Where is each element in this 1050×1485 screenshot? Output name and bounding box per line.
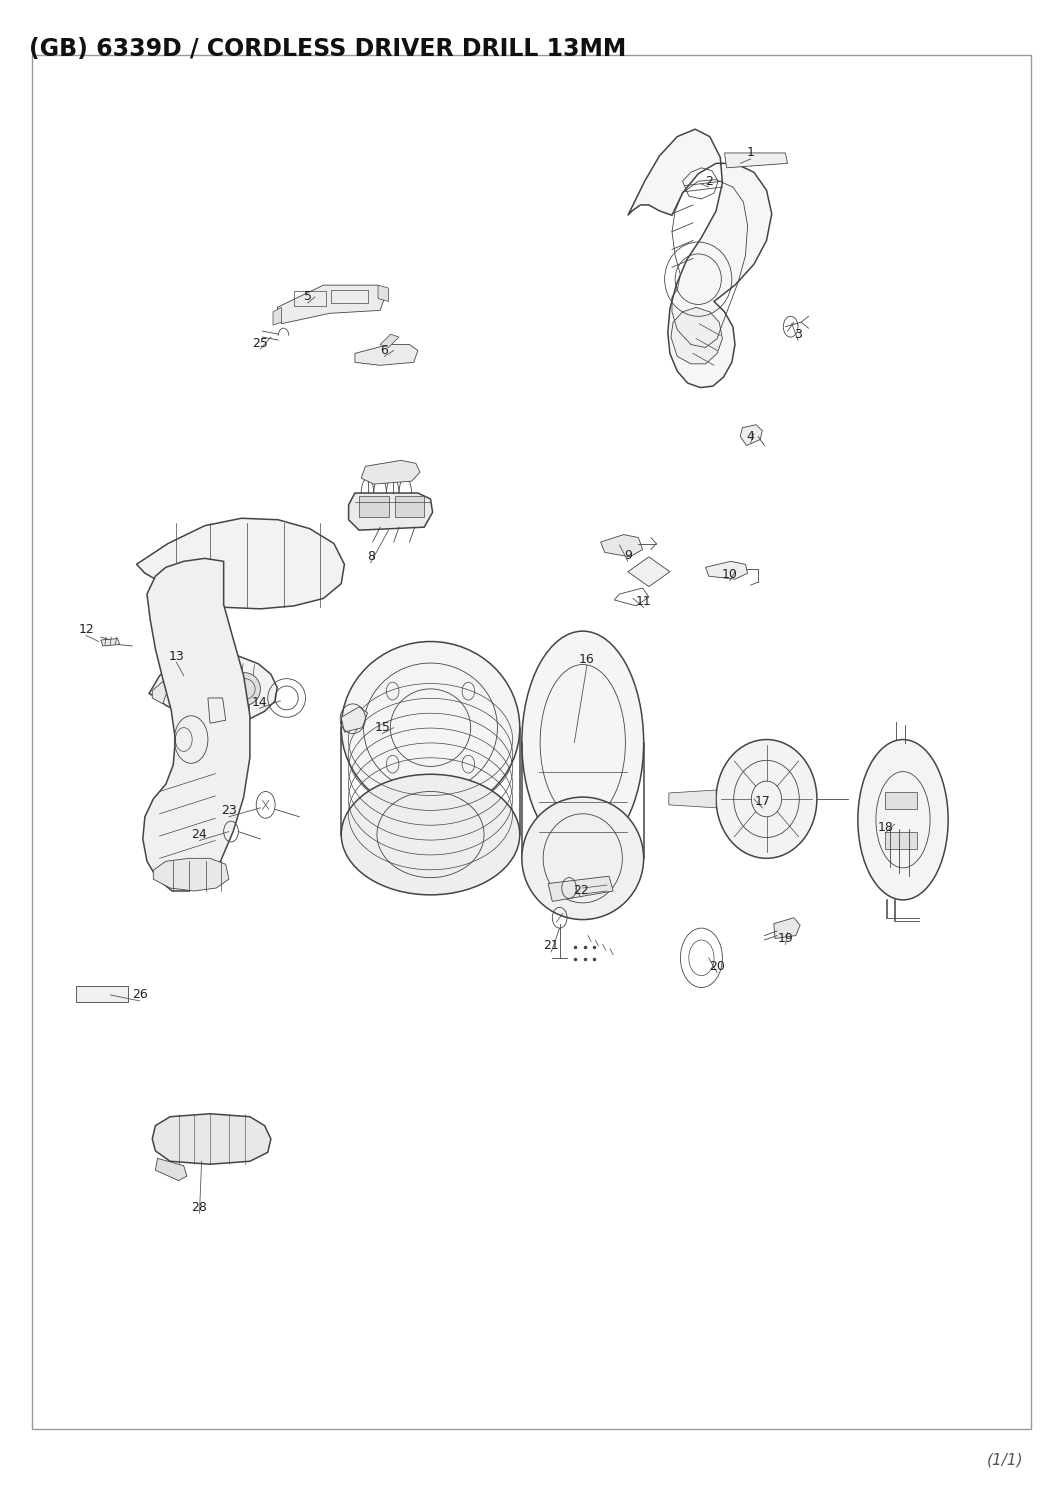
Text: 2: 2	[705, 175, 713, 187]
Ellipse shape	[522, 631, 644, 854]
Polygon shape	[361, 460, 420, 484]
Text: 25: 25	[252, 337, 269, 349]
Polygon shape	[740, 425, 762, 446]
Bar	[885, 792, 917, 809]
Bar	[359, 496, 388, 517]
Polygon shape	[349, 493, 433, 530]
Polygon shape	[380, 334, 399, 347]
Text: 16: 16	[580, 653, 594, 665]
Text: (GB) 6339D / CORDLESS DRIVER DRILL 13MM: (GB) 6339D / CORDLESS DRIVER DRILL 13MM	[29, 37, 627, 61]
Ellipse shape	[229, 673, 260, 705]
Polygon shape	[774, 918, 800, 939]
Text: 4: 4	[747, 431, 755, 443]
Ellipse shape	[858, 740, 948, 900]
Text: 21: 21	[544, 940, 559, 952]
Ellipse shape	[716, 740, 817, 858]
Text: 10: 10	[721, 569, 738, 581]
Text: 6: 6	[380, 345, 388, 356]
Bar	[294, 291, 325, 306]
Text: 1: 1	[747, 147, 755, 159]
Text: 18: 18	[877, 821, 894, 833]
Polygon shape	[143, 558, 250, 891]
Polygon shape	[153, 858, 229, 891]
Polygon shape	[341, 707, 367, 732]
Polygon shape	[273, 307, 281, 325]
Polygon shape	[669, 790, 716, 808]
Bar	[885, 832, 917, 849]
Polygon shape	[628, 129, 772, 388]
Ellipse shape	[341, 642, 520, 814]
Text: 14: 14	[252, 696, 267, 708]
Polygon shape	[152, 682, 170, 704]
Text: 20: 20	[709, 961, 726, 973]
Polygon shape	[355, 345, 418, 365]
Polygon shape	[378, 285, 388, 301]
Ellipse shape	[341, 774, 520, 895]
Text: 3: 3	[794, 328, 802, 340]
Text: (1/1): (1/1)	[987, 1452, 1024, 1467]
Polygon shape	[601, 535, 643, 557]
Polygon shape	[706, 561, 748, 579]
Text: 19: 19	[777, 933, 794, 944]
Polygon shape	[101, 639, 120, 646]
Text: 5: 5	[303, 291, 312, 303]
Text: 26: 26	[132, 989, 147, 1001]
Bar	[331, 290, 368, 303]
Text: 9: 9	[624, 549, 632, 561]
Polygon shape	[671, 307, 722, 364]
Text: 15: 15	[374, 722, 391, 734]
Text: 11: 11	[635, 595, 651, 607]
Polygon shape	[548, 876, 613, 901]
Polygon shape	[155, 1158, 187, 1181]
Polygon shape	[136, 518, 344, 609]
Polygon shape	[152, 1114, 271, 1164]
Polygon shape	[724, 153, 788, 168]
Polygon shape	[76, 986, 128, 1002]
Text: 28: 28	[191, 1201, 208, 1213]
Polygon shape	[277, 285, 386, 324]
Polygon shape	[149, 653, 277, 722]
Text: 22: 22	[573, 885, 589, 897]
Text: 12: 12	[79, 624, 94, 636]
Text: 13: 13	[168, 650, 185, 662]
Polygon shape	[628, 557, 670, 587]
Bar	[395, 496, 424, 517]
Text: 24: 24	[191, 829, 208, 841]
Text: 17: 17	[754, 796, 771, 808]
Text: 8: 8	[366, 551, 375, 563]
Text: 23: 23	[220, 805, 237, 817]
Ellipse shape	[522, 797, 644, 919]
